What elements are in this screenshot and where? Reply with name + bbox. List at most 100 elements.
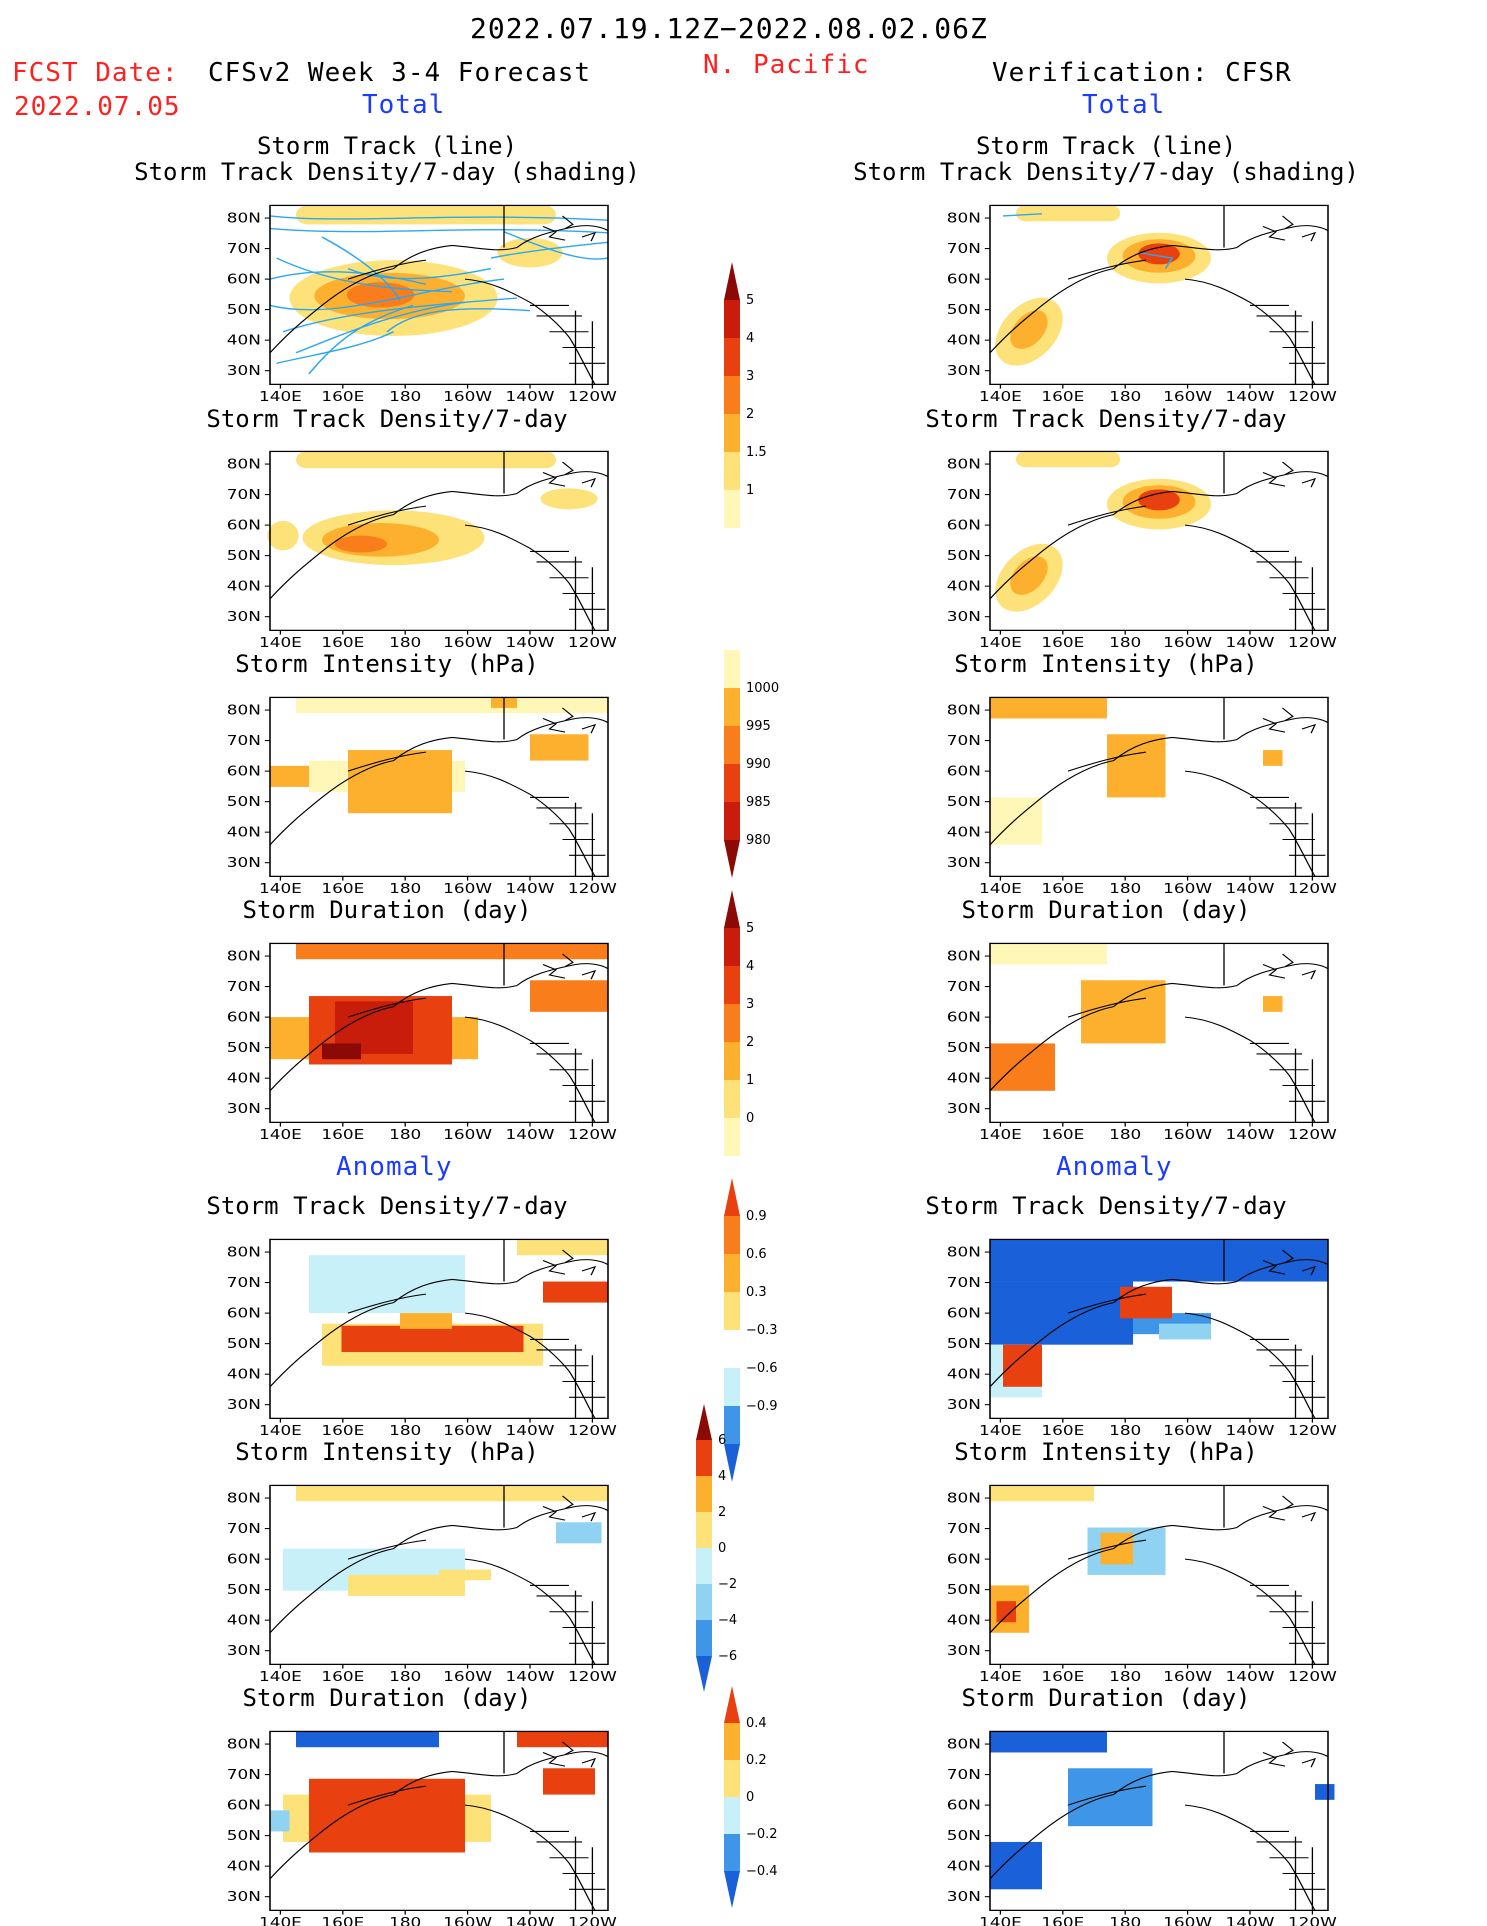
y-tick-label: 60N	[947, 1009, 981, 1025]
coastline	[269, 1239, 609, 1419]
colorbar-label: 5	[746, 921, 754, 936]
coastline	[269, 451, 609, 631]
y-tick-label: 60N	[947, 1797, 981, 1813]
x-tick-label: 160E	[321, 1915, 364, 1926]
map-frame	[269, 1730, 609, 1911]
x-tick-label: 160E	[1041, 1915, 1084, 1926]
colorbar-label: 4	[718, 1469, 726, 1484]
x-tick-label: 180	[1109, 1127, 1141, 1143]
y-tick-label: 70N	[227, 1520, 261, 1536]
y-tick-label: 60N	[947, 271, 981, 287]
colorbar-swatch	[724, 928, 740, 966]
colorbar-swatch	[724, 1330, 740, 1368]
y-tick-label: 60N	[947, 517, 981, 533]
x-tick-label: 120W	[568, 389, 617, 405]
y-tick-label: 70N	[947, 732, 981, 748]
x-tick-label: 180	[1109, 1423, 1141, 1439]
map-frame	[269, 942, 609, 1123]
x-tick-label: 160W	[443, 881, 492, 897]
y-tick-label: 70N	[227, 486, 261, 502]
y-tick-label: 30N	[947, 854, 981, 870]
x-tick-label: 160W	[1163, 635, 1212, 651]
colorbar-swatch	[724, 726, 740, 764]
x-tick-label: 180	[389, 1423, 421, 1439]
x-tick-label: 180	[1109, 635, 1141, 651]
map-frame	[269, 450, 609, 631]
x-tick-label: 160E	[1041, 1669, 1084, 1685]
colorbar-swatch	[724, 1797, 740, 1834]
x-tick-label: 140W	[1226, 1127, 1275, 1143]
map-track-left: 140E 160E 180 160W 140W 120W 80N 70N 60N 50N 40N 30…	[227, 204, 617, 405]
colorbar-swatch	[724, 1760, 740, 1797]
y-tick-label: 40N	[227, 578, 261, 594]
x-tick-label: 180	[1109, 1669, 1141, 1685]
y-tick-label: 80N	[947, 1244, 981, 1260]
y-tick-label: 80N	[227, 456, 261, 472]
x-tick-label: 140W	[1226, 389, 1275, 405]
y-tick-label: 30N	[227, 1396, 261, 1412]
y-tick-label: 50N	[947, 1581, 981, 1597]
x-tick-label: 160W	[443, 635, 492, 651]
map-duration-anom-right: 140E 160E 180 160W 140W 120W 80N 70N 60N 50N 40N 30…	[947, 1730, 1337, 1926]
colorbar-label: −0.9	[746, 1399, 778, 1414]
colorbar-label: 3	[746, 369, 754, 384]
colorbar-arrow-top	[724, 890, 740, 928]
y-tick-label: 40N	[947, 1366, 981, 1382]
map-frame	[269, 696, 609, 877]
colorbar-label: 1.5	[746, 445, 767, 460]
x-tick-label: 140E	[979, 1669, 1022, 1685]
y-tick-label: 70N	[947, 240, 981, 256]
x-tick-label: 140E	[259, 389, 302, 405]
colorbar-label: 5	[746, 293, 754, 308]
map-duration-right: 140E 160E 180 160W 140W 120W 80N 70N 60N 50N 40N 30…	[947, 942, 1337, 1143]
colorbar-swatch	[696, 1512, 712, 1548]
map-density-left: 140E 160E 180 160W 140W 120W 80N 70N 60N 50N 40N 30…	[227, 450, 617, 651]
map-track-right: 140E 160E 180 160W 140W 120W 80N 70N 60N 50N 40N 30…	[947, 204, 1337, 405]
colorbar-label: 0.3	[746, 1285, 767, 1300]
map-intensity-left: 140E 160E 180 160W 140W 120W 80N 70N 60N 50N 40N 30…	[227, 696, 617, 897]
map-frame	[269, 204, 609, 385]
y-tick-label: 30N	[947, 1888, 981, 1904]
y-tick-label: 80N	[227, 948, 261, 964]
colorbar-label: 1000	[746, 681, 779, 696]
coastline	[989, 943, 1329, 1123]
panel-title-intensity-anom-left: Storm Intensity (hPa)	[235, 1438, 539, 1466]
x-tick-label: 120W	[1288, 1915, 1337, 1926]
x-tick-label: 160E	[321, 389, 364, 405]
fcst-date-label: FCST Date:	[12, 58, 179, 88]
x-tick-label: 180	[1109, 389, 1141, 405]
x-tick-label: 140E	[259, 1915, 302, 1926]
y-tick-label: 40N	[227, 332, 261, 348]
panel-title-track-line-right: Storm Track (line)	[975, 132, 1237, 160]
y-tick-label: 30N	[947, 608, 981, 624]
coastline	[269, 943, 609, 1123]
colorbar-label: −0.2	[746, 1827, 778, 1842]
y-tick-label: 40N	[947, 578, 981, 594]
y-tick-label: 50N	[227, 793, 261, 809]
colorbar-label: 985	[746, 795, 771, 810]
panel-title-intensity-left: Storm Intensity (hPa)	[235, 650, 539, 678]
y-tick-label: 80N	[947, 1490, 981, 1506]
x-tick-label: 120W	[1288, 635, 1337, 651]
map-intensity-right: 140E 160E 180 160W 140W 120W 80N 70N 60N 50N 40N 30…	[947, 696, 1337, 897]
colorbar-swatch	[724, 1254, 740, 1292]
y-tick-label: 60N	[227, 1797, 261, 1813]
y-tick-label: 40N	[227, 1612, 261, 1628]
x-tick-label: 160W	[1163, 1423, 1212, 1439]
x-tick-label: 140W	[506, 1127, 555, 1143]
panel-title-density-left: Storm Track Density/7-day	[206, 405, 568, 433]
map-frame	[269, 1484, 609, 1665]
colorbar-arrow-bottom	[696, 1656, 712, 1692]
region-title: N. Pacific	[703, 50, 870, 80]
x-tick-label: 160E	[1041, 635, 1084, 651]
panel-title-duration-anom-left: Storm Duration (day)	[242, 1684, 532, 1712]
x-tick-label: 160E	[321, 635, 364, 651]
y-tick-label: 30N	[947, 1396, 981, 1412]
y-tick-label: 50N	[227, 301, 261, 317]
y-tick-label: 30N	[947, 362, 981, 378]
colorbar-label: −6	[718, 1649, 737, 1664]
y-tick-label: 60N	[227, 763, 261, 779]
colorbar-swatch	[724, 452, 740, 490]
y-tick-label: 50N	[947, 301, 981, 317]
density-shading	[289, 205, 563, 336]
